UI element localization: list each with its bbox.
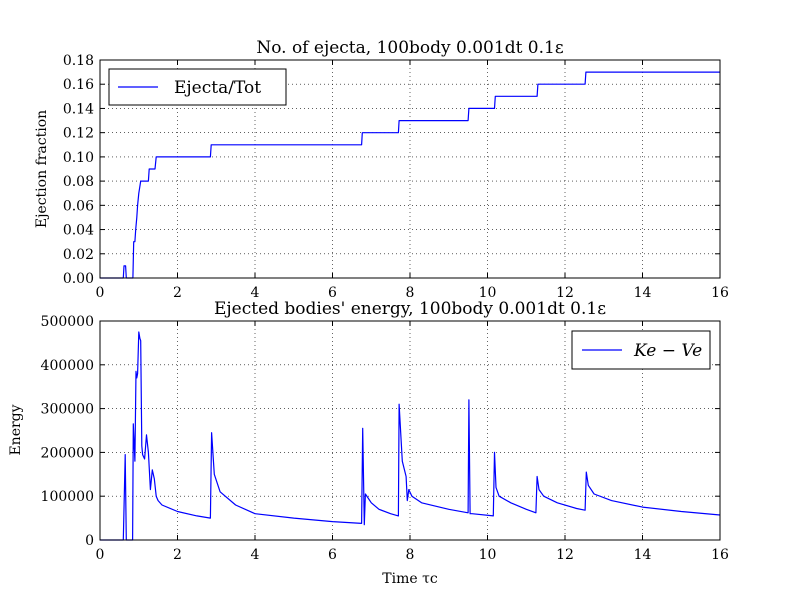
bottom-ticks: 0 2 4 6 8 10 12 14 16 0 100000 200000 300000 400000 50… [41,314,729,563]
top-y-tick-label: 0.16 [63,77,94,93]
bottom-y-tick-label: 100000 [41,489,94,505]
bottom-x-tick-label: 6 [328,547,337,563]
top-x-tick-label: 10 [479,285,497,301]
top-y-tick-label: 0.08 [63,174,94,190]
bottom-y-tick-label: 0 [85,533,94,549]
bottom-y-tick-label: 300000 [41,402,94,418]
bottom-chart-title: Ejected bodies' energy, 100body 0.001dt … [214,299,606,319]
bottom-x-tick-label: 0 [96,547,105,563]
top-legend-label: Ejecta/Tot [174,78,261,98]
bottom-legend-label: Ke − Ve [633,341,702,361]
bottom-x-tick-label: 16 [711,547,729,563]
top-x-tick-label: 14 [634,285,652,301]
bottom-series [100,331,721,541]
bottom-x-axis-label: Time τc [382,571,438,587]
top-y-tick-label: 0.18 [63,53,94,69]
bottom-x-tick-label: 2 [173,547,182,563]
top-ticks: 0 2 4 6 8 10 12 14 16 0.00 0.02 0.04 0.06 0.08 0.10 0.1… [63,53,729,301]
top-x-tick-label: 6 [328,285,337,301]
top-y-tick-label: 0.06 [63,198,94,214]
bottom-x-tick-label: 14 [634,547,652,563]
ejected-energy-chart: 0 2 4 6 8 10 12 14 16 0 100000 200000 300000 400000 50… [8,299,729,587]
top-y-tick-label: 0.04 [63,223,94,239]
bottom-legend: Ke − Ve [571,330,711,370]
top-x-tick-label: 0 [96,285,105,301]
top-y-tick-label: 0.14 [63,101,94,117]
top-legend: Ejecta/Tot [108,68,287,106]
top-x-tick-label: 2 [173,285,182,301]
ejection-fraction-chart: 0 2 4 6 8 10 12 14 16 0.00 0.02 0.04 0.06 0.08 0.10 0.1… [34,38,729,301]
bottom-y-tick-label: 200000 [41,445,94,461]
top-y-tick-label: 0.02 [63,247,94,263]
top-x-tick-label: 16 [711,285,729,301]
top-grid [100,60,720,278]
bottom-series-line [100,331,721,541]
bottom-y-axis-label: Energy [8,404,24,455]
bottom-y-tick-label: 400000 [41,358,94,374]
top-x-tick-label: 8 [406,285,415,301]
top-y-tick-label: 0.12 [63,126,94,142]
top-x-tick-label: 12 [556,285,574,301]
bottom-x-tick-label: 12 [556,547,574,563]
bottom-x-tick-label: 8 [406,547,415,563]
bottom-x-tick-label: 10 [479,547,497,563]
top-y-tick-label: 0.00 [63,271,94,287]
top-chart-title: No. of ejecta, 100body 0.001dt 0.1ε [256,38,564,58]
bottom-y-tick-label: 500000 [41,314,94,330]
bottom-x-tick-label: 4 [251,547,260,563]
top-y-axis-label: Ejection fraction [34,110,50,228]
top-x-tick-label: 4 [251,285,260,301]
top-y-tick-label: 0.10 [63,150,94,166]
